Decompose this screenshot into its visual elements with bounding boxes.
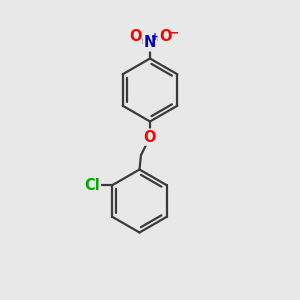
Text: O: O	[159, 29, 171, 44]
Text: O: O	[144, 130, 156, 145]
Text: Cl: Cl	[84, 178, 100, 193]
Text: +: +	[151, 32, 160, 42]
Text: −: −	[169, 27, 179, 40]
Text: N: N	[144, 35, 156, 50]
Text: O: O	[129, 29, 141, 44]
